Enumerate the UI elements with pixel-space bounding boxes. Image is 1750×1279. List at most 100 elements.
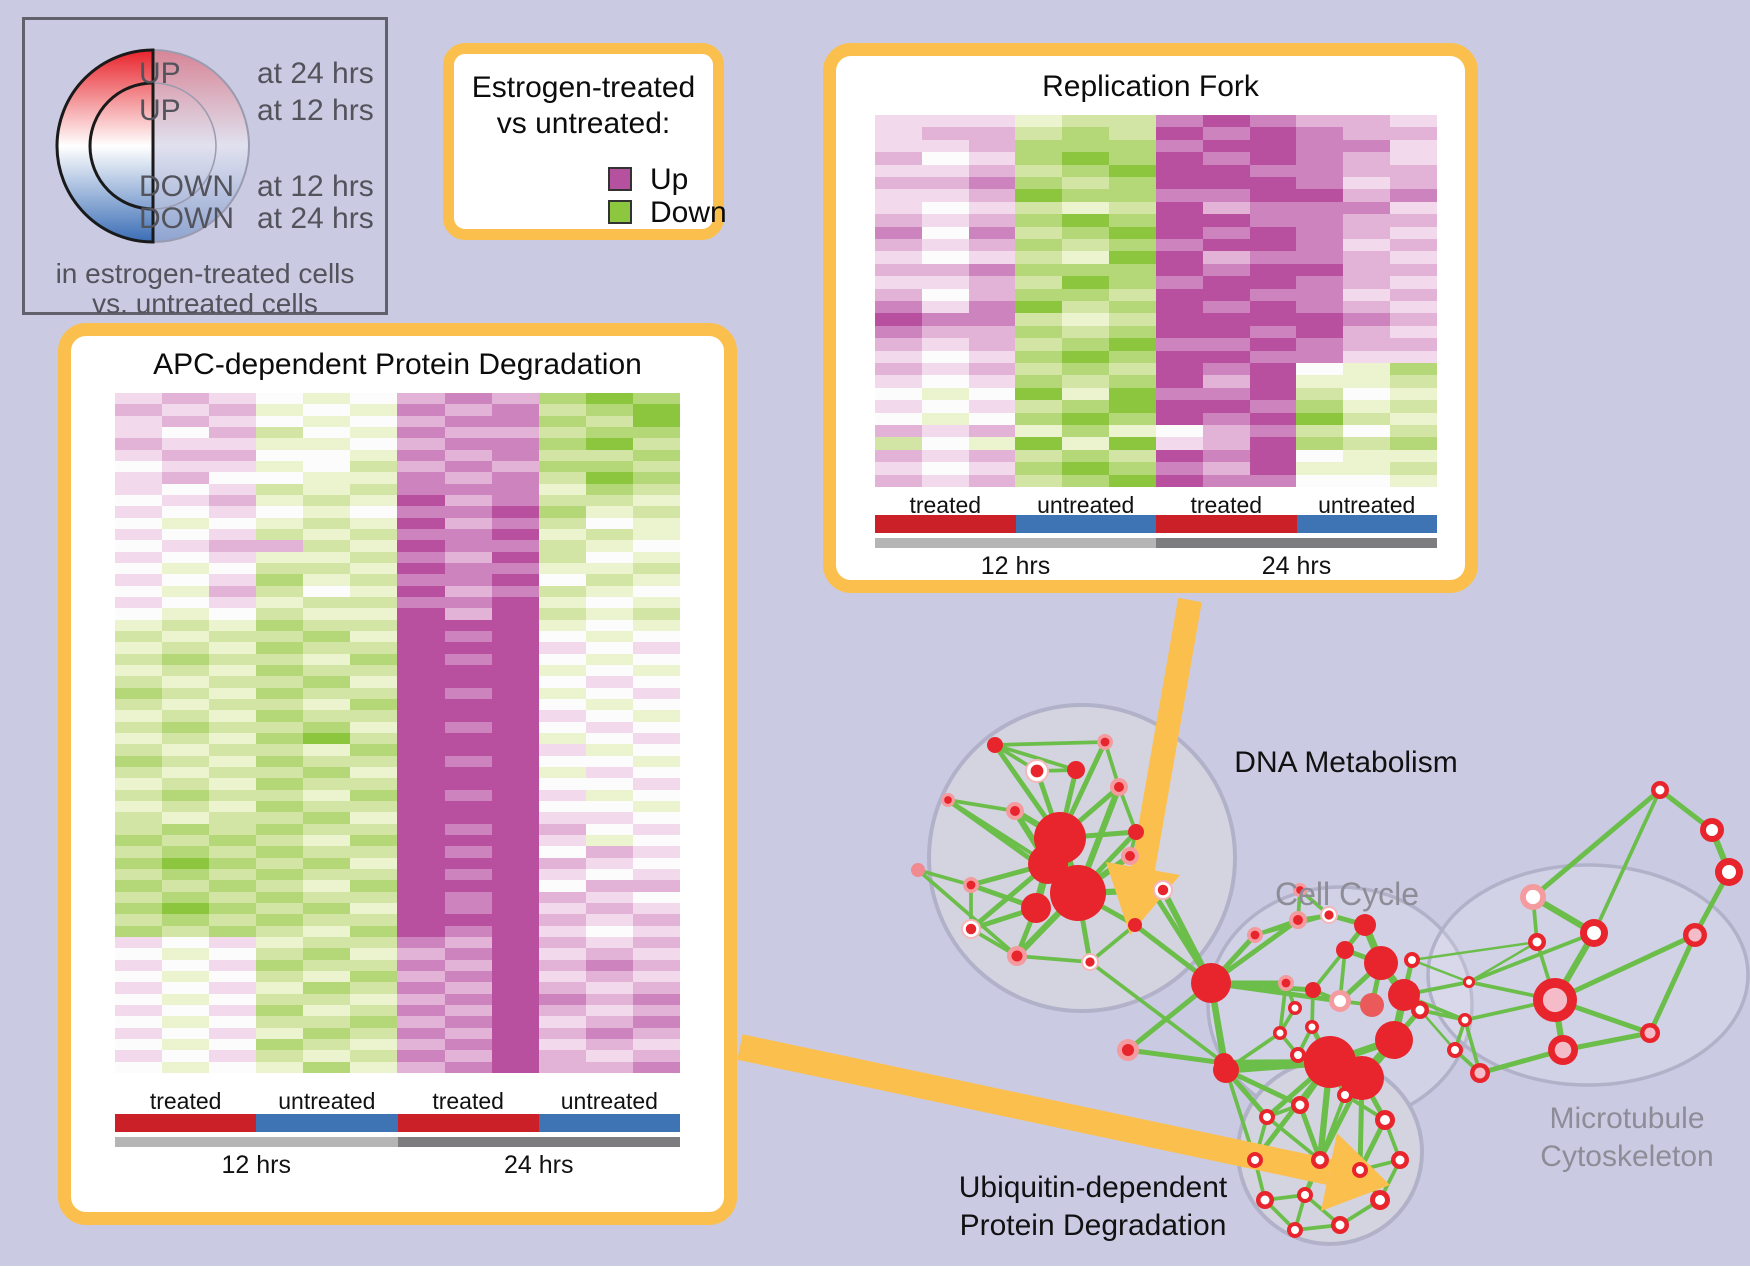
heatmap-cell (1296, 350, 1344, 363)
heatmap-cell (1296, 375, 1344, 388)
heatmap-cell (585, 936, 633, 949)
heatmap-cell (1390, 214, 1437, 227)
heatmap-cell (585, 608, 633, 620)
heatmap-cell (585, 449, 633, 461)
heatmap-cell (921, 424, 969, 438)
heatmap-cell (256, 778, 304, 790)
heatmap-cell (350, 823, 398, 835)
heatmap-cell (585, 857, 633, 869)
heatmap-cell (209, 540, 257, 552)
heatmap-cell (115, 993, 163, 1005)
heatmap-cell (1202, 437, 1250, 450)
heatmap-cell (303, 676, 351, 688)
heatmap-cell (538, 404, 586, 416)
group-label-treated: treated (909, 492, 982, 518)
heatmap-cell (491, 404, 539, 416)
time-bar-segment (875, 538, 1156, 548)
heatmap-cell (491, 710, 539, 722)
heatmap-cell (397, 1027, 445, 1039)
heatmap-cell (209, 755, 257, 767)
heatmap-cell (538, 1027, 586, 1039)
network-node (1247, 1152, 1263, 1168)
updown-time: at 24 hrs (257, 202, 374, 235)
heatmap-cell (1202, 263, 1250, 277)
heatmap-cell (921, 325, 969, 339)
heatmap-cell (1202, 462, 1250, 475)
heatmap-cell (1343, 164, 1391, 177)
network-node (1683, 923, 1707, 947)
heatmap-cell (1062, 412, 1110, 425)
heatmap-cell (1343, 238, 1391, 252)
heatmap-cell (1109, 189, 1156, 202)
heatmap-cell (1109, 362, 1156, 376)
heatmap-cell (115, 982, 163, 994)
heatmap-cell (209, 585, 257, 597)
heatmap-cell (491, 914, 539, 926)
heatmap-cell (1390, 226, 1437, 239)
heatmap-cell (397, 982, 445, 994)
heatmap-cell (350, 812, 398, 824)
heatmap-cell (209, 993, 257, 1005)
heatmap-cell (1109, 462, 1156, 475)
heatmap-cell (444, 868, 492, 881)
heatmap-cell (115, 959, 163, 971)
heatmap-cell (350, 404, 398, 416)
heatmap-cell (444, 732, 492, 745)
heatmap-cell (632, 880, 680, 892)
heatmap-cell (968, 449, 1016, 463)
heatmap-cell (350, 608, 398, 620)
heatmap-cell (632, 574, 680, 586)
apc-group-labels: treated untreated treated untreated (115, 1088, 680, 1115)
heatmap-cell (397, 460, 445, 473)
heatmap-cell (491, 959, 539, 971)
heatmap-cell (1062, 288, 1110, 301)
heatmap-cell (350, 982, 398, 994)
heatmap-cell (538, 1050, 586, 1062)
heatmap-cell (115, 551, 163, 563)
heatmap-cell (491, 472, 539, 484)
heatmap-cell (1015, 164, 1063, 177)
heatmap-cell (303, 426, 351, 439)
time-bar-segment (115, 1137, 398, 1147)
heatmap-cell (1062, 462, 1110, 475)
heatmap-cell (256, 755, 304, 767)
heatmap-cell (350, 483, 398, 495)
heatmap-cell (397, 732, 445, 745)
network-edge (947, 798, 1016, 813)
heatmap-cell (1155, 127, 1203, 140)
heatmap-cell (1202, 152, 1250, 165)
heatmap-cell (303, 664, 351, 677)
heatmap-cell (1109, 263, 1156, 277)
heatmap-cell (632, 891, 680, 903)
heatmap-cell (350, 449, 398, 461)
heatmap-cell (256, 710, 304, 722)
heatmap-cell (491, 868, 539, 881)
heatmap-cell (303, 902, 351, 915)
network-node (911, 863, 925, 877)
heatmap-cell (921, 226, 969, 239)
heatmap-cell (162, 642, 210, 654)
heatmap-cell (303, 993, 351, 1005)
heatmap-cell (397, 868, 445, 881)
cluster-label: Ubiquitin-dependent (959, 1171, 1228, 1204)
heatmap-cell (1296, 164, 1344, 177)
heatmap-cell (162, 755, 210, 767)
heatmap-cell (209, 619, 257, 631)
heatmap-cell (115, 415, 163, 427)
heatmap-cell (585, 1027, 633, 1039)
network-node (1352, 1162, 1368, 1178)
heatmap-cell (585, 959, 633, 971)
heatmap-cell (632, 528, 680, 541)
heatmap-cell (585, 948, 633, 960)
heatmap-cell (397, 630, 445, 643)
heatmap-cell (491, 574, 539, 586)
heatmap-cell (632, 1016, 680, 1028)
network-node (1700, 818, 1724, 842)
heatmap-cell (1015, 437, 1063, 450)
heatmap-cell (538, 948, 586, 960)
network-node (1025, 759, 1049, 783)
heatmap-cell (632, 449, 680, 461)
treatment-bar-segment (875, 515, 1016, 533)
heatmap-cell (585, 664, 633, 677)
heatmap-cell (350, 687, 398, 699)
